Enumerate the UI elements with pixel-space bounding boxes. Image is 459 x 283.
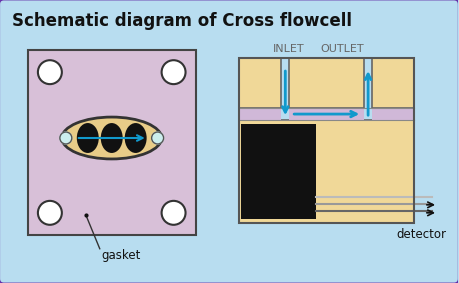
Bar — [372, 58, 414, 108]
Circle shape — [162, 201, 185, 225]
Circle shape — [162, 60, 185, 84]
Bar — [28, 50, 196, 235]
Bar — [240, 108, 281, 120]
Text: Schematic diagram of Cross flowcell: Schematic diagram of Cross flowcell — [12, 12, 352, 30]
Text: INLET: INLET — [274, 44, 305, 54]
Bar — [289, 108, 364, 120]
Ellipse shape — [125, 123, 146, 153]
Text: gasket: gasket — [102, 249, 141, 262]
Circle shape — [38, 201, 62, 225]
Circle shape — [60, 132, 72, 144]
Bar — [289, 58, 364, 108]
Circle shape — [38, 60, 62, 84]
Ellipse shape — [77, 123, 99, 153]
Bar — [240, 58, 281, 108]
Ellipse shape — [101, 123, 123, 153]
Bar — [240, 58, 414, 223]
Text: OUTLET: OUTLET — [320, 44, 364, 54]
Bar — [241, 124, 316, 219]
Text: detector: detector — [396, 228, 446, 241]
Bar — [372, 108, 414, 120]
Ellipse shape — [62, 117, 162, 159]
Circle shape — [151, 132, 163, 144]
Bar — [240, 120, 414, 223]
